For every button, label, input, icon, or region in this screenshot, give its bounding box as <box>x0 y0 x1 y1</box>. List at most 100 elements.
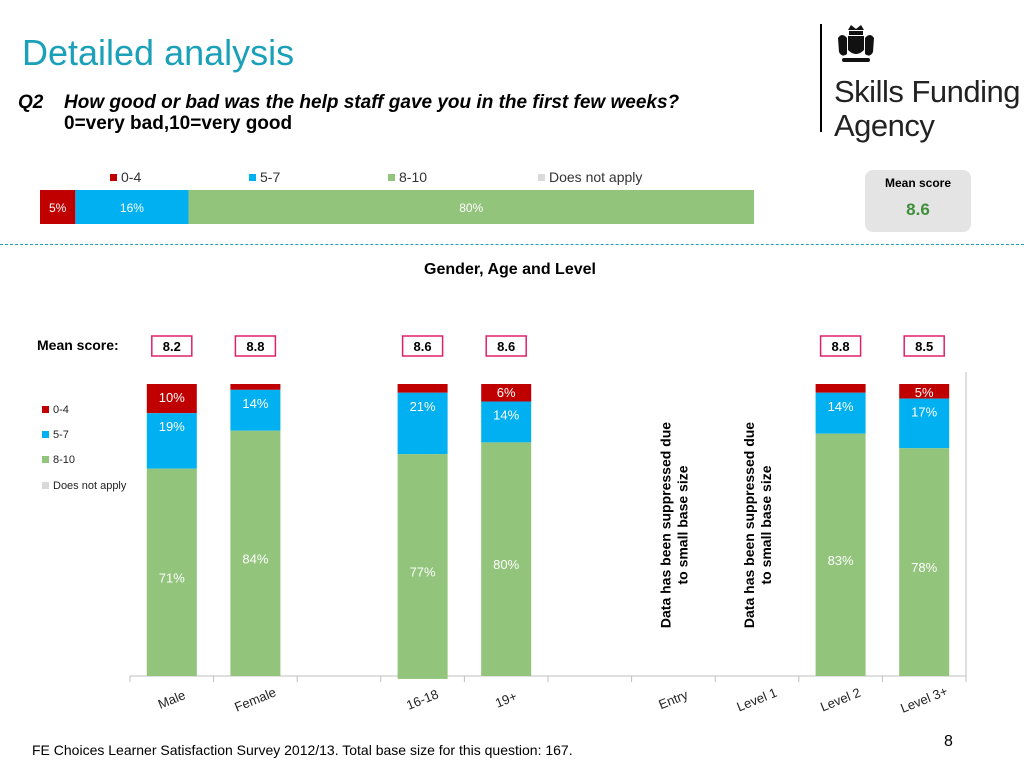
mean-score-box <box>151 335 193 357</box>
bar-segment-5-7 <box>397 392 448 455</box>
overall-bar-5-7 <box>75 190 189 224</box>
suppressed-note-line: to small base size <box>674 465 690 584</box>
bar-label-0-4: 10% <box>159 390 185 405</box>
skills-funding-agency-logo: Skills Funding Agency <box>812 20 1022 143</box>
bar-segment-8-10 <box>397 454 448 679</box>
logo-divider <box>820 24 822 132</box>
x-tick-label-level-2: Level 2 <box>818 685 862 715</box>
royal-crest-icon <box>838 25 874 62</box>
overall-bar-label-8-10: 80% <box>459 201 483 215</box>
legend-label-5-7: 5-7 <box>260 169 280 185</box>
legend-swatch-5-7 <box>249 174 256 181</box>
bar-segment-8-10 <box>146 468 197 676</box>
overall-mean-score-box: Mean score 8.6 <box>865 170 971 232</box>
bar-label-8-10: 84% <box>242 551 268 566</box>
suppressed-note-line: to small base size <box>758 465 774 584</box>
question-body: How good or bad was the help staff gave … <box>64 92 680 113</box>
x-tick-label-16-18: 16-18 <box>404 686 440 712</box>
x-tick-label-level-3: Level 3+ <box>898 683 950 715</box>
bar-segment-0-4 <box>481 384 532 402</box>
mean-score-box <box>819 335 862 357</box>
bar-segment-5-7 <box>230 389 281 431</box>
breakdown-legend-label-8-10: 8-10 <box>53 454 75 466</box>
mean-score-value: 8.2 <box>163 339 181 354</box>
mean-score-box <box>234 335 277 357</box>
bar-segment-0-4 <box>397 384 448 393</box>
suppressed-note: Data has been suppressed dueto small bas… <box>741 422 774 628</box>
legend-label-does-not-apply: Does not apply <box>549 169 642 185</box>
mean-score-box <box>903 335 945 357</box>
bar-label-0-4: 5% <box>915 385 934 400</box>
legend-swatch-8-10 <box>388 174 395 181</box>
bar-segment-0-4 <box>815 384 866 393</box>
legend-swatch-does-not-apply <box>538 174 545 181</box>
breakdown-chart-title: Gender, Age and Level <box>424 261 596 278</box>
logo-text-line1: Skills Funding <box>834 74 1020 109</box>
legend-swatch-0-4 <box>110 174 117 181</box>
bar-label-8-10: 80% <box>493 557 519 572</box>
breakdown-legend-label-5-7: 5-7 <box>53 429 69 441</box>
bar-label-5-7: 17% <box>911 405 937 420</box>
question-text: Q2 How good or bad was the help staff gav… <box>18 92 679 114</box>
suppressed-note: Data has been suppressed dueto small bas… <box>657 422 690 628</box>
overall-mean-label: Mean score <box>884 176 952 190</box>
bar-label-8-10: 78% <box>911 560 937 575</box>
bar-segment-0-4 <box>230 384 281 390</box>
breakdown-legend-label-0-4: 0-4 <box>53 404 69 416</box>
bar-label-8-10: 71% <box>159 570 185 585</box>
footer-note: FE Choices Learner Satisfaction Survey 2… <box>32 742 573 758</box>
overall-mean-value: 8.6 <box>906 200 930 219</box>
logo-text-line2: Agency <box>834 108 935 143</box>
breakdown-legend-swatch-0-4 <box>42 406 49 413</box>
overall-bar-label-5-7: 16% <box>120 201 144 215</box>
mean-score-box <box>485 335 527 357</box>
legend-label-8-10: 8-10 <box>399 169 427 185</box>
bar-segment-5-7 <box>815 392 866 434</box>
bar-segment-5-7 <box>146 413 197 469</box>
section-divider <box>0 244 1024 245</box>
question-scale: 0=very bad,10=very good <box>64 113 293 134</box>
overall-bar-8-10 <box>188 190 755 224</box>
mean-score-value: 8.5 <box>915 339 933 354</box>
page-number: 8 <box>944 733 953 750</box>
bar-label-5-7: 14% <box>242 396 268 411</box>
suppressed-note-line: Data has been suppressed due <box>741 422 757 628</box>
bar-label-8-10: 83% <box>828 553 854 568</box>
bar-label-5-7: 14% <box>493 408 519 423</box>
bar-segment-5-7 <box>899 398 950 449</box>
suppressed-note-line: Data has been suppressed due <box>657 422 673 628</box>
mean-score-box <box>401 335 444 357</box>
x-tick-label-entry: Entry <box>656 687 690 712</box>
mean-score-value: 8.6 <box>497 339 515 354</box>
breakdown-legend-label-does-not-apply: Does not apply <box>53 480 127 492</box>
bar-segment-0-4 <box>899 384 950 399</box>
bar-segment-8-10 <box>815 433 866 676</box>
mean-score-value: 8.8 <box>246 339 264 354</box>
mean-score-value: 8.8 <box>832 339 850 354</box>
bar-segment-8-10 <box>230 430 281 676</box>
x-tick-label-female: Female <box>232 684 278 714</box>
bar-label-5-7: 14% <box>828 399 854 414</box>
breakdown-legend-swatch-8-10 <box>42 456 49 463</box>
x-tick-label-level-1: Level 1 <box>735 685 779 715</box>
bar-label-8-10: 77% <box>410 565 436 580</box>
bar-label-5-7: 19% <box>159 419 185 434</box>
page-title: Detailed analysis <box>22 32 295 73</box>
breakdown-legend-swatch-5-7 <box>42 431 49 438</box>
overall-bar-label-0-4: 5% <box>49 201 67 215</box>
bar-segment-8-10 <box>481 442 532 676</box>
mean-score-value: 8.6 <box>414 339 432 354</box>
bar-segment-0-4 <box>146 384 197 414</box>
bar-segment-8-10 <box>899 448 950 676</box>
question-number: Q2 <box>18 92 44 113</box>
mean-score-label: Mean score: <box>37 337 119 353</box>
overall-bar-0-4 <box>40 190 76 224</box>
legend-label-0-4: 0-4 <box>121 169 141 185</box>
bar-label-0-4: 6% <box>497 385 516 400</box>
breakdown-legend-swatch-does-not-apply <box>42 482 49 489</box>
x-tick-label-19: 19+ <box>493 688 519 710</box>
bar-segment-5-7 <box>481 401 532 443</box>
bar-label-5-7: 21% <box>410 399 436 414</box>
x-tick-label-male: Male <box>156 687 188 711</box>
